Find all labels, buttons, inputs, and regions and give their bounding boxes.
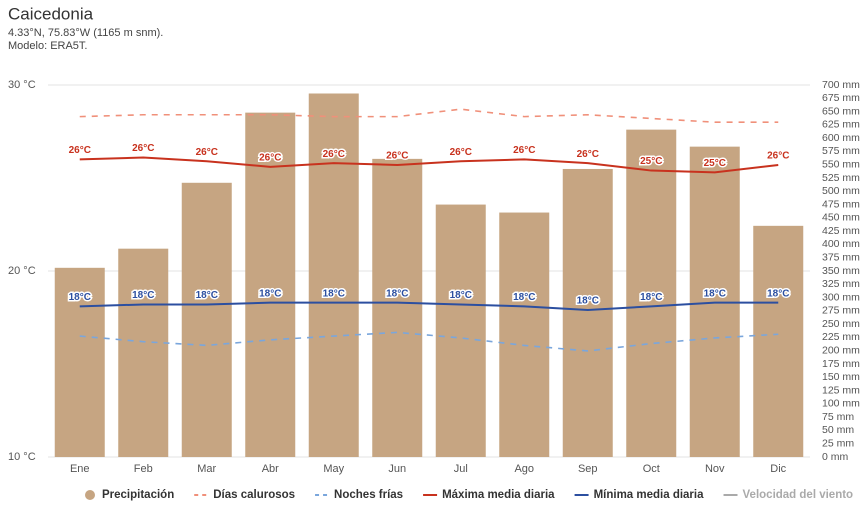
value-label: 18°C	[767, 288, 789, 299]
value-label: 26°C	[450, 147, 472, 158]
bar	[626, 129, 677, 457]
x-tick-label: Nov	[705, 463, 725, 475]
value-label: 25°C	[704, 158, 726, 169]
bar	[54, 267, 105, 457]
value-label: 18°C	[323, 288, 345, 299]
x-tick-label: Abr	[262, 463, 279, 475]
x-tick-label: Ago	[514, 463, 534, 475]
value-label: 26°C	[259, 152, 281, 163]
value-label: 26°C	[69, 145, 91, 156]
y2-tick-label: 175 mm	[822, 358, 860, 370]
value-label: 26°C	[196, 147, 218, 158]
chart-title: Caicedonia	[8, 4, 94, 23]
bar	[118, 248, 169, 457]
value-label: 18°C	[132, 290, 154, 301]
line	[79, 301, 779, 312]
legend-swatch	[85, 490, 95, 500]
y2-tick-label: 475 mm	[822, 198, 860, 210]
bar	[181, 182, 232, 458]
value-label: 26°C	[513, 145, 535, 156]
legend-label: Máxima media diaria	[442, 489, 555, 501]
y2-tick-label: 600 mm	[822, 132, 860, 144]
x-tick-label: Mar	[197, 463, 216, 475]
value-label: 18°C	[196, 290, 218, 301]
x-tick-label: Jun	[388, 463, 406, 475]
legend-label: Noches frías	[334, 489, 403, 501]
y2-tick-label: 0 mm	[822, 451, 849, 463]
chart-subtitle: 4.33°N, 75.83°W (1165 m snm).	[8, 27, 163, 39]
y2-tick-label: 700 mm	[822, 79, 860, 91]
y2-tick-label: 400 mm	[822, 238, 860, 250]
x-tick-label: May	[323, 463, 344, 475]
y2-tick-label: 225 mm	[822, 331, 860, 343]
y-tick-label: 10 °C	[8, 451, 36, 463]
value-label: 18°C	[450, 290, 472, 301]
y2-tick-label: 300 mm	[822, 291, 860, 303]
bar	[499, 212, 550, 457]
value-label: 18°C	[577, 296, 599, 307]
value-label: 26°C	[132, 143, 154, 154]
bar	[372, 158, 423, 457]
value-label: 26°C	[577, 149, 599, 160]
bar	[308, 93, 359, 457]
x-tick-label: Feb	[134, 463, 153, 475]
y2-tick-label: 425 mm	[822, 225, 860, 237]
model-note: Modelo: ERA5T.	[8, 40, 87, 52]
line	[79, 108, 779, 123]
x-tick-label: Sep	[578, 463, 598, 475]
y2-tick-label: 350 mm	[822, 265, 860, 277]
value-label: 25°C	[640, 156, 662, 167]
bar	[753, 225, 804, 457]
value-label: 18°C	[69, 292, 91, 303]
value-label: 26°C	[386, 151, 408, 162]
y2-tick-label: 200 mm	[822, 344, 860, 356]
y-tick-label: 30 °C	[8, 79, 36, 91]
legend-label: Días calurosos	[213, 489, 295, 501]
y2-tick-label: 675 mm	[822, 92, 860, 104]
y2-tick-label: 550 mm	[822, 158, 860, 170]
line	[79, 156, 779, 174]
value-label: 26°C	[767, 151, 789, 162]
y2-tick-label: 75 mm	[822, 411, 854, 423]
legend: Precipitación Días calurosos Noches frías M…	[85, 489, 853, 501]
legend-label: Precipitación	[102, 489, 174, 501]
value-label: 18°C	[640, 292, 662, 303]
y2-tick-label: 150 mm	[822, 371, 860, 383]
x-tick-label: Jul	[454, 463, 468, 475]
bar	[435, 204, 486, 457]
y2-tick-label: 575 mm	[822, 145, 860, 157]
y-tick-label: 20 °C	[8, 265, 36, 277]
y2-tick-label: 375 mm	[822, 251, 860, 263]
y2-tick-label: 450 mm	[822, 212, 860, 224]
y2-tick-label: 500 mm	[822, 185, 860, 197]
y2-tick-label: 650 mm	[822, 105, 860, 117]
y2-tick-label: 50 mm	[822, 424, 854, 436]
y2-tick-label: 325 mm	[822, 278, 860, 290]
x-tick-label: Oct	[643, 463, 660, 475]
y2-tick-label: 100 mm	[822, 398, 860, 410]
x-tick-label: Dic	[770, 463, 786, 475]
bar	[245, 112, 296, 458]
value-label: 18°C	[386, 288, 408, 299]
value-label: 18°C	[513, 292, 535, 303]
legend-label: Velocidad del viento	[743, 489, 854, 501]
legend-label: Mínima media diaria	[594, 489, 705, 501]
y2-tick-label: 250 mm	[822, 318, 860, 330]
value-label: 26°C	[323, 149, 345, 160]
value-label: 18°C	[259, 288, 281, 299]
y2-tick-label: 525 mm	[822, 172, 860, 184]
line	[79, 331, 779, 352]
bar	[562, 168, 613, 458]
y2-tick-label: 25 mm	[822, 437, 854, 449]
value-label: 18°C	[704, 288, 726, 299]
y2-tick-label: 625 mm	[822, 119, 860, 131]
y2-tick-label: 125 mm	[822, 384, 860, 396]
x-tick-label: Ene	[70, 463, 90, 475]
y2-tick-label: 275 mm	[822, 305, 860, 317]
